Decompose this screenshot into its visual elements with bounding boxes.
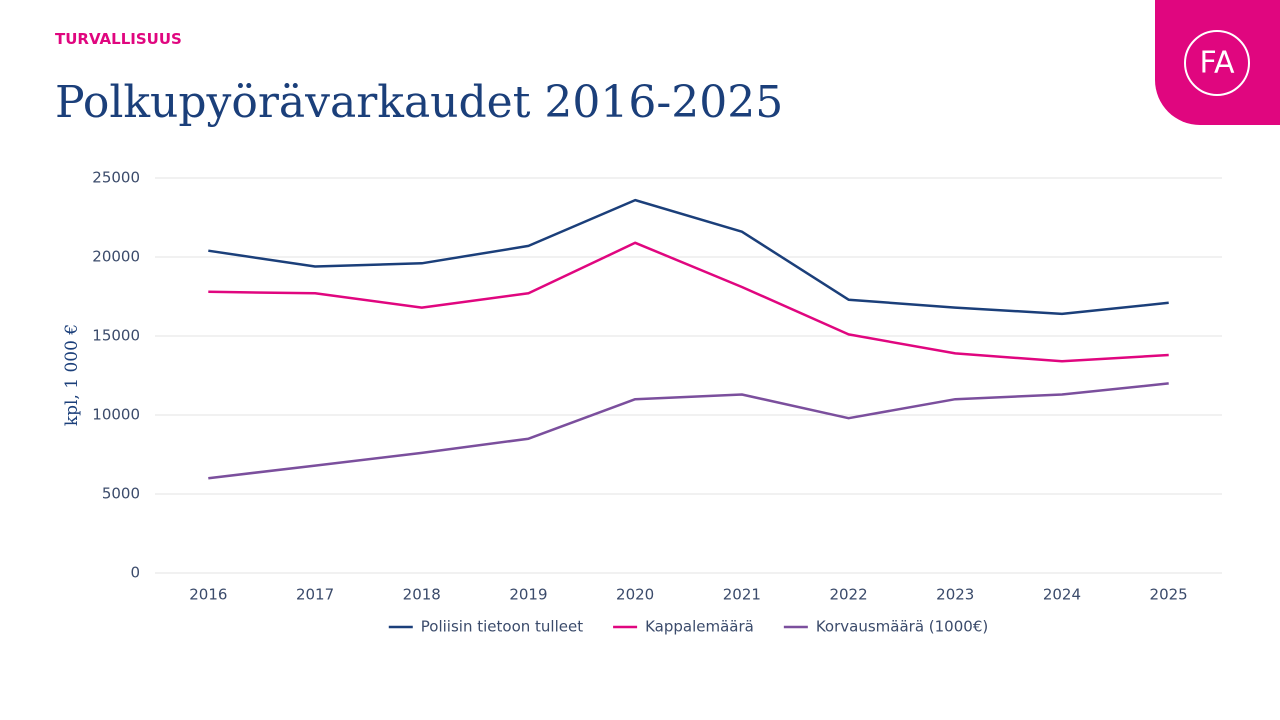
logo-ring <box>1184 30 1250 96</box>
y-tick-label: 0 <box>130 564 140 582</box>
x-tick-label: 2022 <box>829 586 867 604</box>
y-tick-label: 15000 <box>92 327 140 345</box>
x-tick-label: 2020 <box>616 586 654 604</box>
y-axis-label: kpl, 1 000 € <box>62 324 82 426</box>
y-tick-label: 20000 <box>92 248 140 266</box>
line-series <box>208 241 1169 363</box>
logo-background <box>1155 0 1280 125</box>
x-tick-label: 2023 <box>936 586 974 604</box>
line-series <box>208 198 1169 316</box>
logo-text: FA <box>1199 46 1235 81</box>
y-tick-label: 25000 <box>92 169 140 187</box>
legend-label: Korvausmäärä (1000€) <box>816 618 988 636</box>
y-tick-label: 10000 <box>92 406 140 424</box>
x-tick-label: 2016 <box>189 586 227 604</box>
x-tick-label: 2024 <box>1043 586 1081 604</box>
x-tick-label: 2019 <box>509 586 547 604</box>
y-tick-label: 5000 <box>102 485 140 503</box>
line-series <box>208 382 1169 480</box>
x-tick-label: 2017 <box>296 586 334 604</box>
x-tick-label: 2025 <box>1150 586 1188 604</box>
x-tick-label: 2018 <box>403 586 441 604</box>
legend-label: Kappalemäärä <box>645 618 754 636</box>
chart-title: Polkupyörävarkaudet 2016-2025 <box>55 77 783 128</box>
legend-label: Poliisin tietoon tulleet <box>421 618 583 636</box>
section-label: TURVALLISUUS <box>55 30 182 48</box>
x-tick-label: 2021 <box>723 586 761 604</box>
